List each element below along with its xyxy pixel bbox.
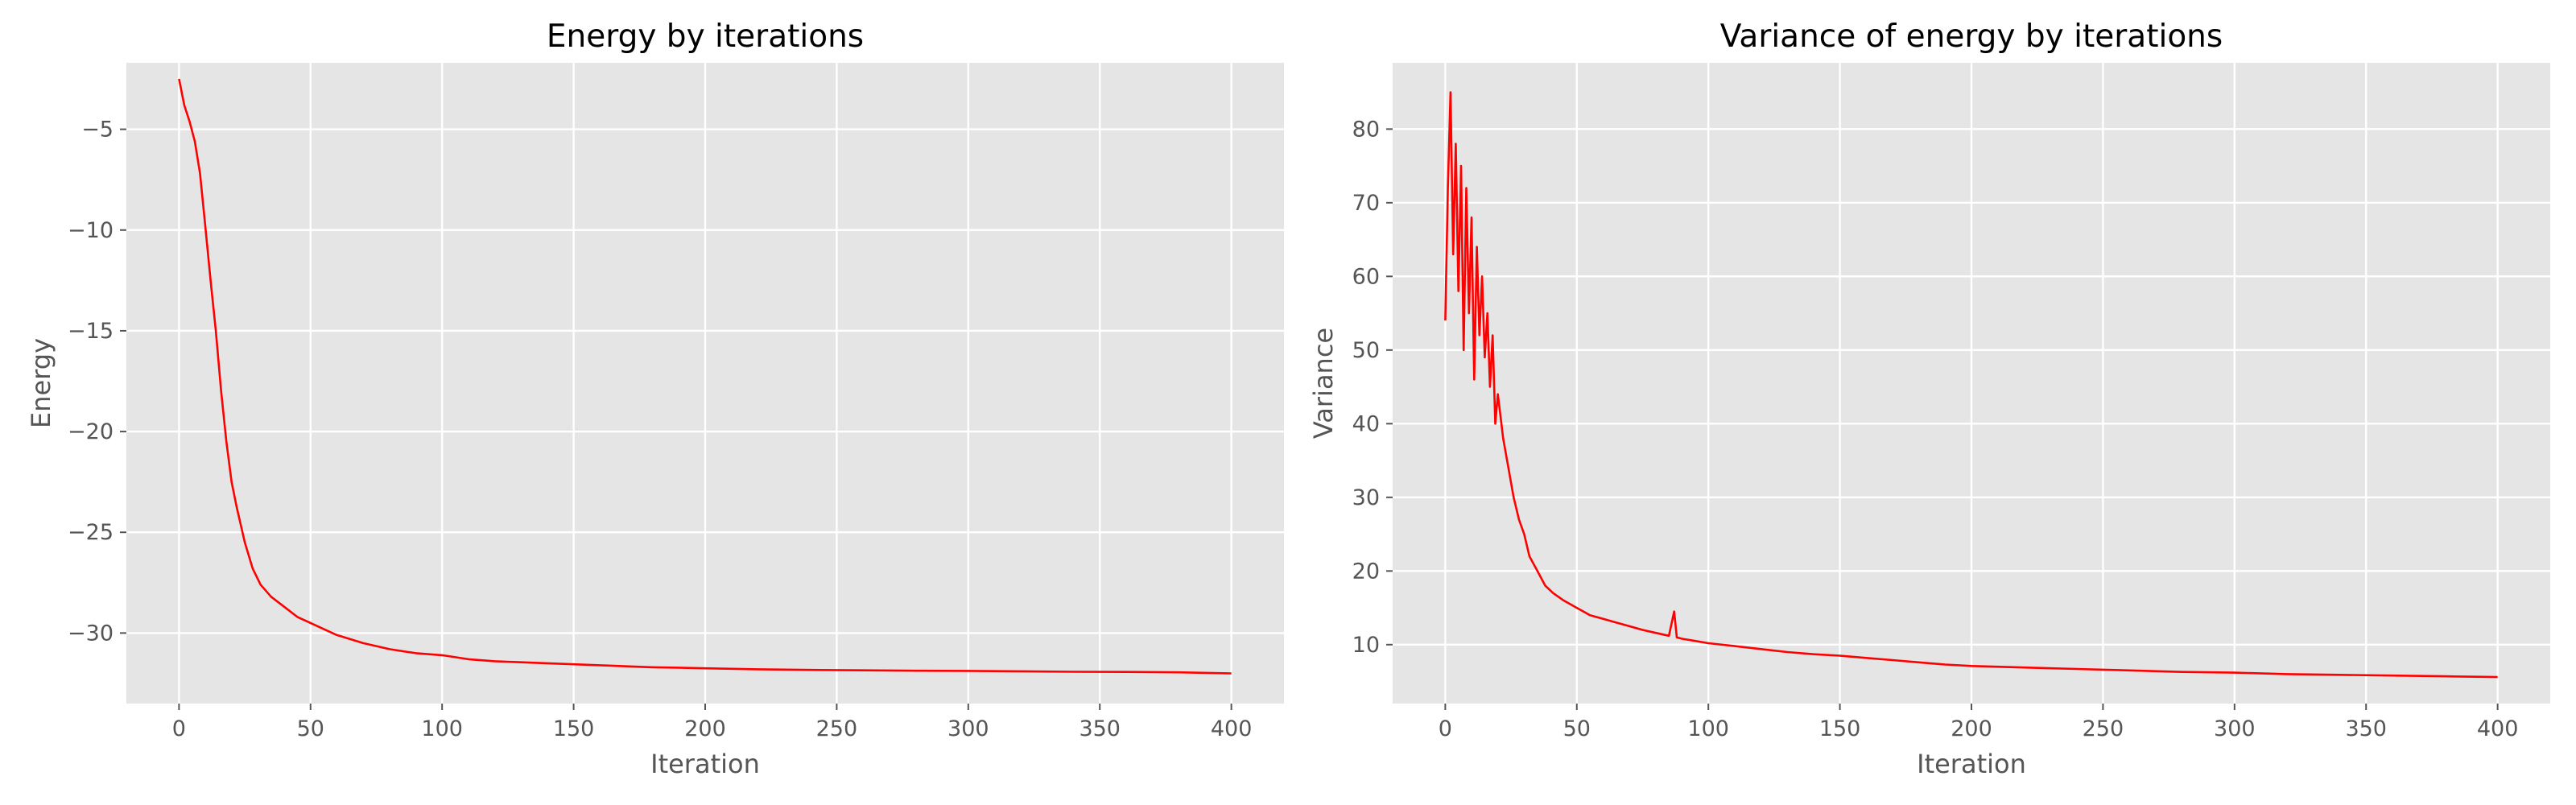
energy-x-tick-label: 400 [1211,716,1253,741]
variance-y-tick-label: 40 [1352,411,1380,436]
energy-x-axis-label: Iteration [650,749,760,779]
variance-y-axis-label: Variance [1308,328,1339,439]
variance-y-tick-label: 50 [1352,338,1380,363]
variance-x-tick-label: 150 [1819,716,1861,741]
variance-series-line [1444,91,2498,679]
energy-x-tick-label: 250 [816,716,858,741]
variance-x-tick-label: 250 [2083,716,2124,741]
variance-chart-title: Variance of energy by iterations [1720,19,2223,55]
energy-y-tick-label: −20 [68,419,114,444]
variance-ticks: 0 50 100 150 200 250 300 350 400 10 20 30 40 50 60 70 80 [1352,117,2519,741]
energy-x-tick-label: 0 [172,716,186,741]
variance-x-tick-label: 100 [1687,716,1729,741]
energy-x-tick-label: 300 [947,716,989,741]
energy-chart-title: Energy by iterations [547,19,864,55]
energy-y-tick-label: −10 [68,218,114,243]
variance-x-tick-label: 300 [2214,716,2256,741]
energy-x-tick-label: 50 [297,716,324,741]
energy-ticks: 0 50 100 150 200 250 300 350 400 −30 −25 −20 −15 −10 −… [68,118,1252,741]
variance-grid [1393,63,2550,704]
energy-x-tick-label: 100 [421,716,463,741]
variance-y-tick-label: 80 [1352,117,1380,142]
energy-x-tick-label: 350 [1079,716,1121,741]
energy-grid [126,63,1284,704]
variance-chart-panel: 0 50 100 150 200 250 300 350 400 10 20 30 40 50 60 70 80… [1308,19,2550,779]
variance-y-tick-label: 20 [1352,559,1380,584]
energy-y-tick-label: −15 [68,319,114,344]
variance-x-tick-label: 200 [1951,716,1992,741]
variance-x-tick-label: 400 [2477,716,2519,741]
energy-series-line [178,78,1232,675]
variance-x-tick-label: 350 [2345,716,2387,741]
energy-y-axis-label: Energy [26,338,56,428]
variance-y-tick-label: 70 [1352,191,1380,216]
energy-x-tick-label: 150 [553,716,595,741]
variance-x-tick-label: 0 [1439,716,1452,741]
variance-y-tick-label: 10 [1352,633,1380,658]
energy-y-tick-label: −5 [81,118,114,142]
energy-x-tick-label: 200 [684,716,726,741]
energy-y-tick-label: −25 [68,520,114,545]
variance-x-tick-label: 50 [1563,716,1591,741]
variance-y-tick-label: 60 [1352,264,1380,289]
energy-chart-panel: 0 50 100 150 200 250 300 350 400 −30 −25 −20 −15 −10 −… [26,19,1284,779]
variance-x-axis-label: Iteration [1917,749,2026,779]
variance-y-tick-label: 30 [1352,485,1380,510]
energy-y-tick-label: −30 [68,621,114,646]
